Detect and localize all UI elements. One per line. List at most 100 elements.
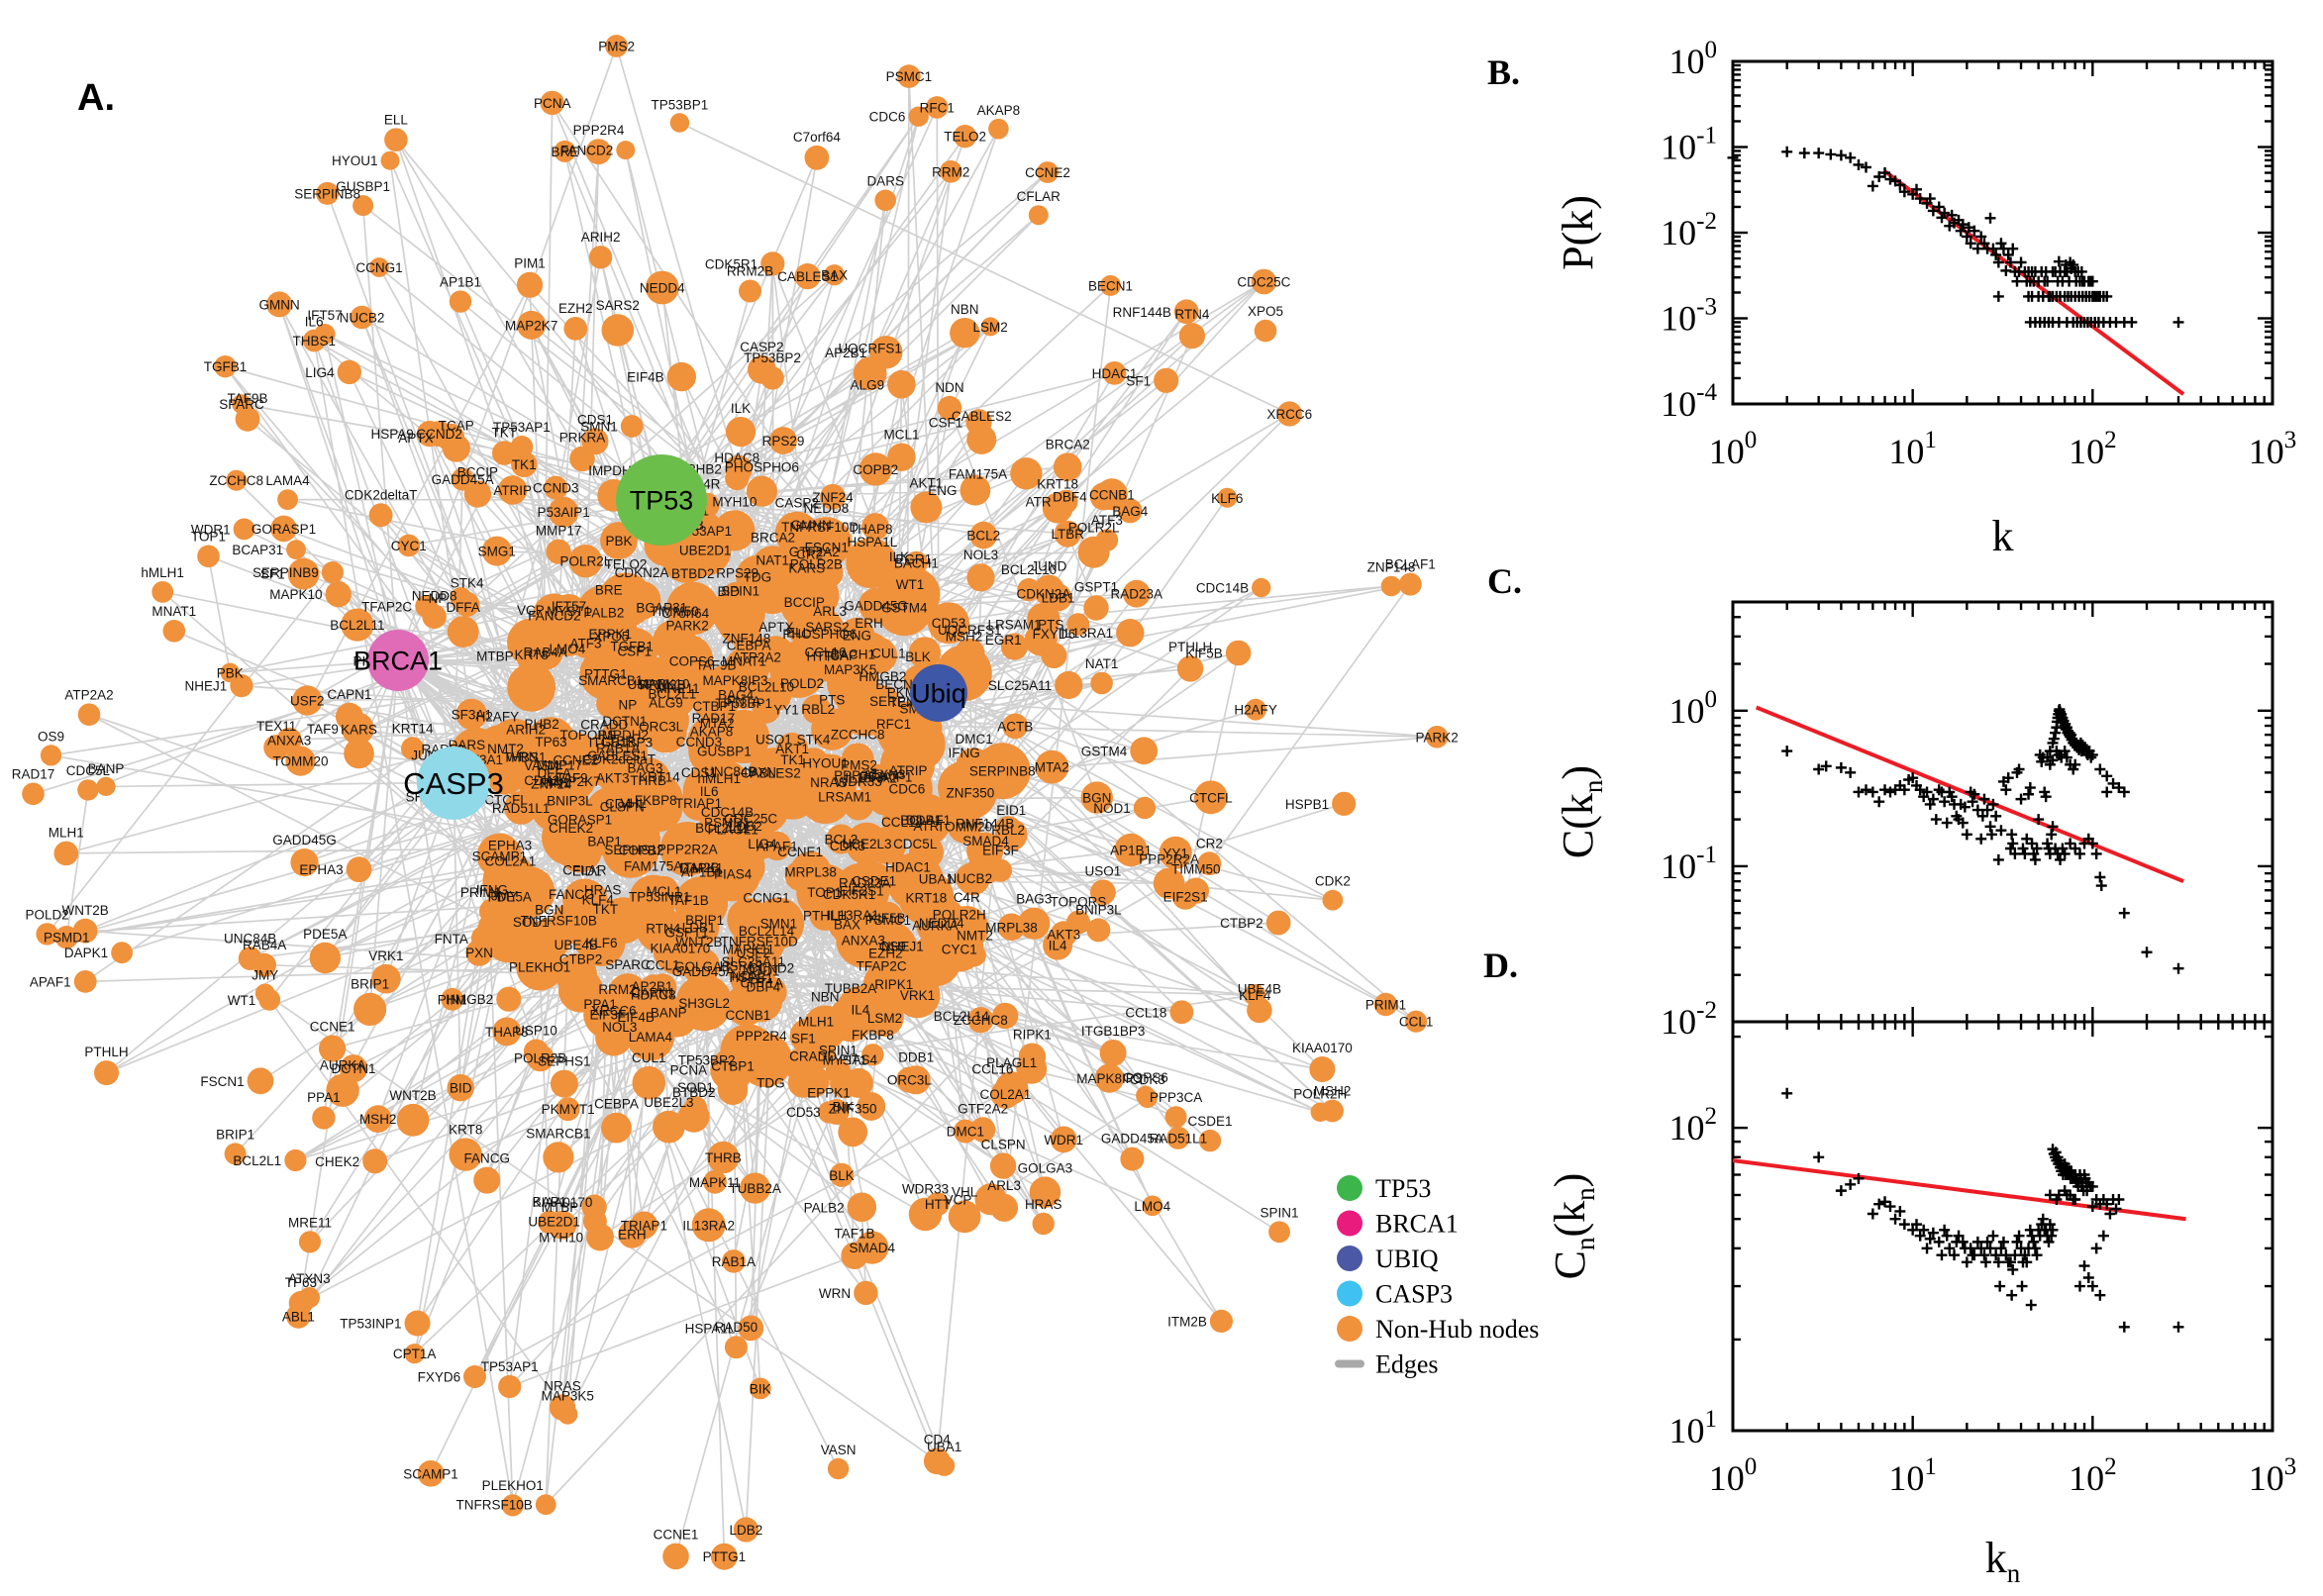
network-node-label: CDS1 [577, 412, 613, 427]
network-node-label: BCL2L10 [739, 679, 794, 694]
network-node-label: TAF1B [668, 893, 709, 908]
network-node-label: ZNF24 [531, 776, 572, 791]
network-node-label: TDG [744, 570, 772, 585]
network-node [22, 782, 45, 806]
network-node [214, 355, 237, 378]
legend-label: BRCA1 [1375, 1210, 1459, 1239]
hub-node-ubiq [910, 664, 967, 722]
network-node-label: SPARC [219, 397, 264, 412]
network-node-label: IMPDH2 [598, 728, 649, 743]
network-node-label: PARK2 [666, 619, 709, 634]
network-node-label: BNIP3L [1075, 902, 1122, 917]
network-node-label: HSPA1L [848, 535, 898, 549]
network-node-label: C4R [954, 890, 980, 905]
network-node [1116, 619, 1145, 648]
network-node-label: ABL1 [282, 1309, 315, 1324]
network-node [1035, 749, 1069, 784]
network-node-label: ALG9 [649, 695, 683, 710]
network-node-label: MCL1 [883, 428, 919, 443]
network-node-label: AP2B1 [631, 979, 672, 994]
network-node-label: WDR33 [835, 774, 881, 789]
network-node [447, 616, 479, 648]
network-node-label: LMO4 [1134, 1199, 1170, 1214]
network-node [605, 35, 628, 57]
network-node-label: ATR [914, 819, 940, 834]
network-node-label: USF2 [737, 946, 771, 960]
network-node-label: CDK2 [1315, 874, 1351, 889]
network-node [988, 858, 1013, 882]
network-node [363, 1105, 392, 1134]
network-node [760, 251, 785, 276]
network-node [476, 833, 522, 878]
network-node-label: UBA1 [919, 872, 954, 887]
network-node-label: BGN [1082, 791, 1111, 806]
network-node-label: C7orf64 [661, 606, 710, 621]
network-node-label: MLH1 [49, 826, 84, 841]
network-node-label: P53AIP1 [537, 505, 589, 520]
network-node [1322, 889, 1344, 911]
network-node [601, 314, 635, 347]
network-node-label: AP2B1 [825, 346, 866, 360]
network-node-label: NOL3 [602, 1020, 637, 1035]
network-node [626, 1012, 675, 1061]
network-node [887, 370, 916, 399]
network-node [997, 913, 1026, 942]
network-node-label: MSH2 [1314, 1084, 1352, 1099]
network-node [286, 540, 306, 559]
network-node-label: SF1 [1126, 373, 1151, 388]
network-node-label: STK4 [797, 732, 831, 747]
network-node-label: BCL2L11 [330, 618, 384, 633]
network-node-label: CABLES1 [777, 269, 838, 284]
network-node-label: POLD2 [780, 676, 824, 691]
network-node-label: PIN1 [541, 775, 570, 790]
network-node-label: UBE2L3 [842, 837, 891, 851]
network-node [1053, 452, 1082, 482]
network-node-label: LDB1 [1042, 590, 1075, 605]
network-node-label: USP10 [515, 1023, 557, 1038]
network-node [447, 1074, 474, 1102]
network-node-label: YY1 [1162, 846, 1188, 860]
network-node-label: TOMM20 [272, 754, 328, 769]
network-node [557, 1404, 578, 1425]
network-node-label: CHEK2 [549, 821, 593, 836]
network-node [966, 832, 1004, 869]
network-node [1154, 367, 1179, 393]
network-node [1018, 907, 1051, 940]
network-node-label: HYOU1 [802, 755, 849, 770]
network-node-label: FSCN1 [805, 541, 849, 555]
network-node-label: BAX [834, 918, 860, 933]
network-node [689, 995, 724, 1030]
network-node-label: CUL1 [871, 646, 906, 660]
network-node [838, 1117, 868, 1147]
network-node [548, 614, 590, 656]
network-node [1169, 1000, 1194, 1025]
network-node-label: BTBD2 [672, 1085, 716, 1100]
network-node-label: NMT2 [487, 742, 524, 756]
network-node-label: PMS2 [598, 40, 635, 54]
network-node [1166, 1126, 1190, 1149]
network-node-label: PLAGL1 [708, 823, 758, 838]
network-node-label: ITM2B [1167, 1314, 1207, 1329]
network-node [544, 475, 568, 500]
network-node-label: CDK2deltaT [345, 487, 418, 502]
network-node-label: MRE11 [288, 1215, 332, 1230]
network-node-label: EIF4B [627, 370, 664, 385]
network-node-label: PIAS4 [840, 1052, 878, 1067]
network-node [724, 669, 764, 710]
network-node-label: RFC1 [920, 100, 955, 115]
network-node [618, 1220, 647, 1248]
network-node-label: WNT2B [389, 1088, 436, 1103]
network-node-label: SPARC [605, 957, 651, 972]
network-node-label: ZNF148 [1367, 560, 1416, 575]
network-node [980, 317, 1000, 337]
network-node-label: PBK [217, 665, 244, 680]
network-node [1090, 879, 1116, 906]
network-node-label: TOMM20 [937, 819, 992, 834]
network-node-label: CSDE1 [852, 873, 896, 888]
network-node [722, 1249, 746, 1273]
network-node-label: IL13RA1 [1061, 626, 1114, 641]
network-node-label: PDE5A [303, 927, 347, 942]
network-node [354, 992, 387, 1026]
network-node-label: GOLGA3 [1018, 1160, 1073, 1175]
network-node [77, 703, 101, 726]
